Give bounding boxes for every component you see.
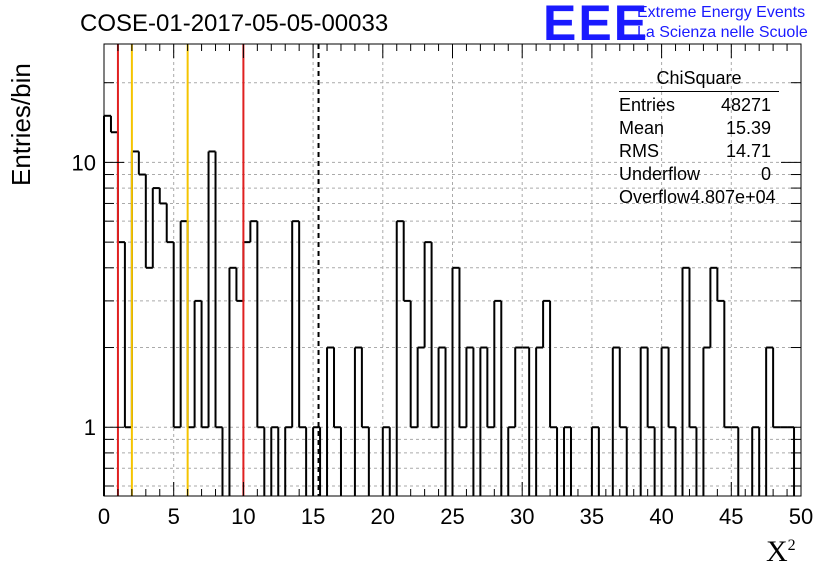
x-tick-label: 5 [168, 504, 180, 529]
brand-line-2: La Scienza nelle Scuole [637, 24, 808, 41]
stats-value: 0 [760, 164, 771, 184]
x-tick-label: 30 [510, 504, 534, 529]
stats-value: 14.71 [725, 141, 771, 161]
stats-label: Entries [619, 95, 676, 115]
y-axis: 1 10 [72, 82, 801, 487]
x-tick-label: 10 [231, 504, 255, 529]
x-tick-label: 50 [789, 504, 813, 529]
stats-value: 48271 [720, 95, 771, 115]
stats-row: RMS 14.71 [611, 140, 779, 163]
brand-line-1: Extreme Energy Events [637, 4, 806, 21]
x-tick-label: 20 [371, 504, 395, 529]
stats-value: 15.39 [725, 118, 771, 138]
x-tick-label: 45 [719, 504, 743, 529]
marker-lines [116, 44, 320, 496]
x-tick-label: 40 [649, 504, 673, 529]
stats-box: ChiSquare Entries 48271 Mean 15.39 RMS 14.7… [611, 68, 779, 209]
stats-label: Mean [619, 118, 665, 138]
eee-logo: EEE [543, 0, 650, 51]
stats-label: RMS [619, 141, 659, 161]
x-axis-label-exponent: 2 [787, 537, 796, 554]
x-tick-label: 0 [98, 504, 110, 529]
x-axis-label-text: X [766, 535, 788, 568]
x-tick-label: 25 [440, 504, 464, 529]
y-tick-label: 10 [72, 150, 96, 175]
stats-row: Overflow 4.807e+04 [611, 186, 779, 209]
stats-value: 4.807e+04 [690, 187, 776, 207]
stats-row: Mean 15.39 [611, 117, 779, 140]
x-tick-label: 35 [580, 504, 604, 529]
x-tick-label: 15 [301, 504, 325, 529]
brand-text: Extreme Energy Events La Scienza nelle S… [637, 3, 808, 43]
chart-title: COSE-01-2017-05-05-00033 [80, 10, 389, 37]
x-axis-label: X2 [766, 535, 796, 569]
stats-label: Overflow [619, 187, 691, 207]
stats-row: Entries 48271 [611, 94, 779, 117]
y-tick-label: 1 [84, 415, 96, 440]
x-axis: 0 5 10 15 20 25 30 35 40 45 50 [98, 44, 813, 529]
stats-row: Underflow 0 [611, 163, 779, 186]
stats-label: Underflow [619, 164, 701, 184]
y-axis-label: Entries/bin [6, 63, 36, 187]
stats-title: ChiSquare [619, 68, 779, 92]
